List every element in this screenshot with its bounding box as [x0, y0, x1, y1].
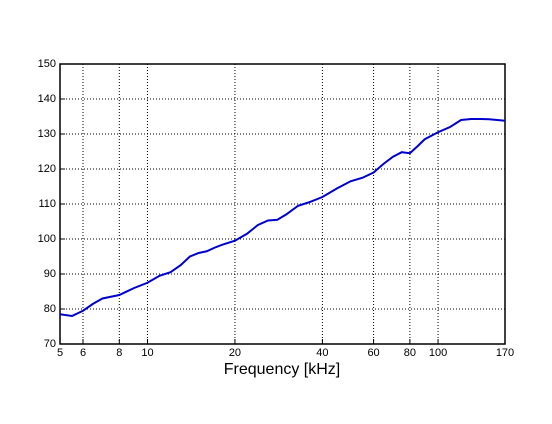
x-tick-label: 6 [80, 347, 86, 359]
y-tick-label: 150 [38, 58, 56, 70]
y-tick-label: 100 [38, 233, 56, 245]
x-tick-label: 80 [404, 347, 416, 359]
y-tick-label: 80 [44, 303, 56, 315]
y-tick-label: 90 [44, 268, 56, 280]
plot-frame [59, 63, 506, 345]
y-tick-label: 120 [38, 163, 56, 175]
x-tick-label: 40 [316, 347, 328, 359]
x-tick-label: 100 [429, 347, 447, 359]
x-tick-label: 5 [57, 347, 63, 359]
x-axis-label: Frequency [kHz] [224, 361, 340, 378]
x-tick-label: 10 [141, 347, 153, 359]
y-tick-label: 110 [38, 198, 56, 210]
y-tick-label: 70 [44, 338, 56, 350]
y-tick-label: 130 [38, 128, 56, 140]
line-series [59, 117, 506, 318]
x-tick-label: 60 [367, 347, 379, 359]
x-tick-label: 20 [229, 347, 241, 359]
x-tick-label: 8 [116, 347, 122, 359]
y-tick-label: 140 [38, 93, 56, 105]
x-tick-label: 170 [496, 347, 514, 359]
